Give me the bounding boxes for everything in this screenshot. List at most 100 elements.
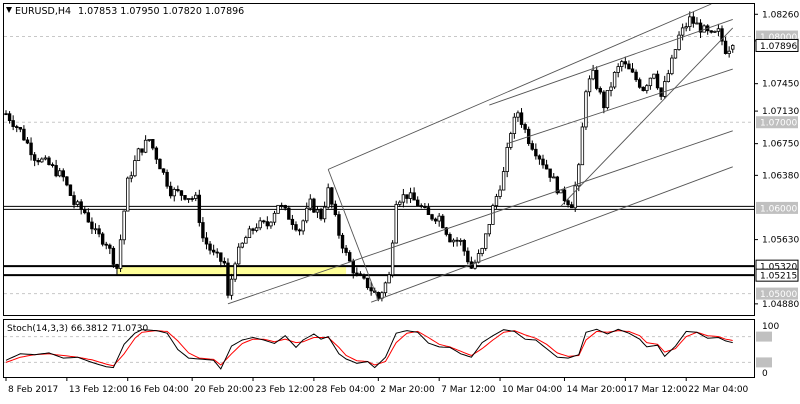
candle-body-30 (111, 247, 116, 265)
candle-body-118 (426, 207, 431, 216)
candle-body-114 (412, 192, 416, 201)
candle-199 (716, 23, 721, 37)
candle-49 (179, 190, 184, 201)
candle-body-116 (419, 205, 423, 207)
candle-18 (68, 184, 73, 196)
candle-163 (587, 75, 592, 97)
candle-body-23 (86, 212, 91, 223)
stoch-k-line (5, 328, 733, 370)
candle-14 (54, 159, 58, 178)
candle-body-18 (68, 184, 73, 196)
candle-83 (301, 219, 305, 235)
candle-body-106 (383, 282, 388, 294)
candle-93 (337, 211, 341, 239)
candle-6 (25, 137, 30, 145)
candle-85 (308, 194, 312, 211)
candle-170 (612, 71, 617, 90)
candle-body-14 (54, 165, 58, 177)
trend-line-steep (560, 27, 734, 207)
price-label-1: 1.07896 (760, 42, 797, 52)
candle-191 (688, 11, 692, 31)
candle-body-142 (512, 116, 517, 134)
candle-body-143 (516, 112, 520, 118)
candle-91 (330, 186, 334, 209)
candle-185 (666, 69, 670, 83)
candle-197 (709, 30, 713, 34)
candle-76 (276, 204, 280, 214)
candle-body-120 (433, 218, 438, 222)
candle-84 (305, 202, 309, 224)
price-tick-label-7: 1.04880 (762, 300, 799, 310)
candle-body-100 (362, 275, 366, 279)
candle-166 (598, 86, 602, 95)
candle-140 (505, 142, 509, 178)
candle-body-11 (43, 157, 48, 160)
candle-body-167 (602, 91, 606, 109)
candle-141 (509, 131, 513, 150)
candle-body-168 (605, 90, 610, 109)
time-tick-label-8: 10 Mar 04:00 (502, 385, 562, 395)
candle-body-121 (437, 215, 441, 222)
candle-142 (512, 113, 517, 139)
candle-114 (412, 187, 416, 201)
candle-160 (577, 162, 581, 192)
candle-body-27 (100, 233, 105, 245)
candle-body-60 (219, 252, 223, 262)
candle-body-151 (544, 164, 549, 170)
candle-body-134 (484, 233, 488, 249)
candle-body-160 (577, 164, 581, 187)
candle-body-172 (620, 61, 624, 67)
price-label-5: 1.05215 (760, 272, 797, 282)
candle-184 (663, 75, 667, 99)
candle-107 (387, 271, 391, 284)
time-axis-layer: 8 Feb 2017 13 Feb 12:00 16 Feb 04:00 20 Feb… (5, 377, 749, 395)
candle-body-126 (455, 239, 459, 242)
candle-body-9 (36, 160, 40, 163)
candle-body-65 (236, 246, 241, 265)
candle-12 (47, 155, 51, 166)
candle-body-59 (215, 251, 219, 254)
candle-158 (569, 201, 574, 209)
candle-body-115 (415, 199, 420, 206)
candle-95 (344, 245, 348, 256)
candle-171 (616, 63, 620, 78)
price-tick-label-0: 1.08260 (762, 10, 799, 20)
candle-54 (197, 189, 202, 227)
candle-100 (362, 273, 366, 280)
candle-167 (602, 90, 606, 114)
candle-body-90 (326, 187, 330, 208)
collapse-arrow-icon[interactable] (6, 7, 12, 13)
candle-36 (133, 155, 137, 178)
candle-149 (537, 154, 542, 165)
candle-200 (720, 25, 724, 46)
candle-78 (283, 204, 287, 211)
symbol-label: EURUSD,H4 (15, 6, 71, 17)
candle-body-96 (347, 252, 352, 262)
candle-body-56 (204, 237, 209, 245)
candle-37 (136, 147, 141, 161)
candle-58 (211, 244, 216, 256)
candle-82 (297, 228, 302, 236)
candle-body-74 (269, 221, 273, 227)
candle-90 (326, 183, 330, 209)
stoch-tick-label-100: 100 (762, 322, 779, 332)
price-label-box-5 (755, 268, 799, 282)
candle-body-170 (612, 72, 617, 88)
candle-162 (584, 89, 588, 130)
candle-body-147 (530, 143, 534, 150)
candle-body-51 (186, 198, 191, 200)
candle-29 (108, 243, 112, 255)
candle-71 (258, 217, 262, 231)
time-tick-label-11: 22 Mar 04:00 (688, 385, 748, 395)
candle-51 (186, 198, 191, 203)
stoch-marker-80 (756, 331, 772, 342)
candle-157 (566, 199, 570, 208)
price-label-box-0 (756, 30, 798, 43)
candle-24 (90, 217, 94, 234)
candle-92 (333, 200, 338, 217)
candle-42 (154, 146, 159, 165)
candle-156 (562, 186, 567, 205)
candle-4 (18, 126, 23, 133)
